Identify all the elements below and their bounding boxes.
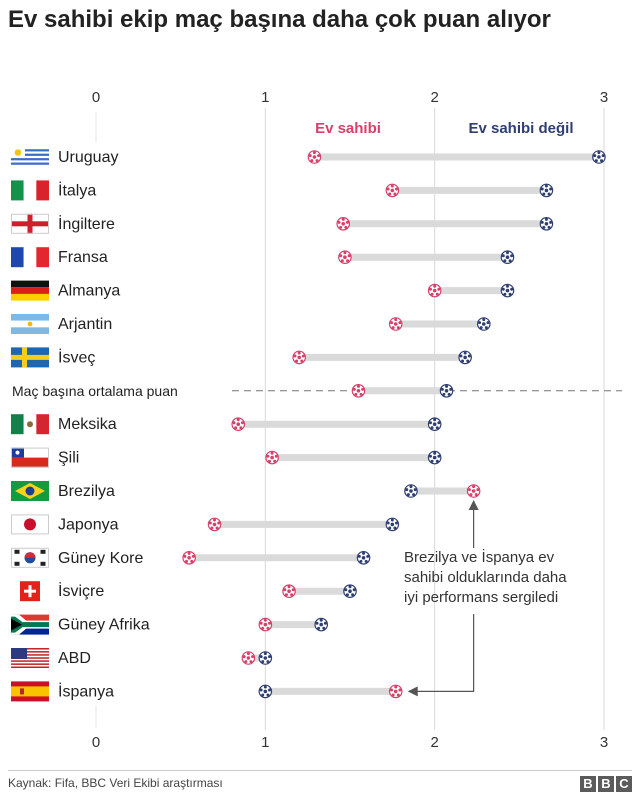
away-ball [439,383,454,398]
flag-mexico-icon [11,414,49,435]
away-ball [427,450,442,465]
country-label: Uruguay [58,149,118,166]
host-ball [282,584,296,598]
country-label: İsviçre [58,581,104,600]
host-ball [207,517,222,532]
annotation-arrowhead-left [407,686,418,697]
flag-germany-icon [11,280,49,301]
away-ball [314,617,329,632]
away-ball [258,651,273,665]
average-label: Maç başına ortalama puan [12,383,178,399]
flag-japan-icon [11,514,49,535]
country-label: İtalya [58,180,96,199]
flag-south-korea-icon [11,547,49,568]
bbc-logo-letter: B [580,776,596,792]
chart-title: Ev sahibi ekip maç başına daha çok puan … [8,6,551,33]
flag-uruguay-icon [11,147,49,167]
legend-host: Ev sahibi [315,120,381,137]
bbc-logo-letter: C [616,776,632,792]
host-ball [231,417,246,431]
dumbbell-chart: 0 0 1 1 2 2 3 3 Ev sahibi Ev sahibi değil Uruguay İ… [11,89,622,751]
host-ball [338,250,352,265]
annotation-arrow-left [413,614,475,693]
bbc-logo: B B C [580,776,632,792]
flag-brazil-icon [11,481,49,501]
annotation-text: sahibi olduklarında daha [404,569,567,586]
country-label: Meksika [58,416,117,433]
host-ball [307,150,322,164]
flag-argentina-icon [11,314,49,334]
away-ball [458,350,472,365]
away-ball [592,150,606,164]
country-label: Brezilya [58,483,115,500]
host-ball [182,550,196,565]
away-ball [343,584,357,598]
annotation-text: Brezilya ve İspanya ev [404,548,555,566]
x-tick-label-bottom: 1 [261,734,269,751]
host-ball [427,283,442,298]
annotation-arrowhead-up [468,500,479,510]
host-ball [351,383,366,398]
bbc-logo-letter: B [598,776,614,792]
host-ball [388,317,403,331]
country-label: Güney Afrika [58,617,150,634]
host-ball [265,450,279,465]
flag-south-africa-icon [11,614,49,635]
x-tick-label-top: 0 [92,89,100,106]
away-ball [385,517,400,532]
flag-italy-icon [11,180,49,201]
flag-spain-icon [11,681,49,702]
country-label: Şili [58,450,79,467]
away-ball [539,217,554,231]
x-tick-label-top: 3 [600,89,608,106]
host-ball [258,617,273,632]
away-ball [258,684,273,699]
country-label: Japonya [58,516,119,533]
country-label: Arjantin [58,316,112,333]
country-label: Almanya [58,283,120,300]
x-tick-label-bottom: 0 [92,734,100,751]
country-label: Güney Kore [58,550,143,567]
host-ball [241,651,256,665]
host-ball [388,684,403,699]
away-ball [427,417,442,431]
x-tick-label-top: 2 [430,89,438,106]
flag-france-icon [11,247,49,268]
legend-away: Ev sahibi değil [468,120,573,137]
host-ball [292,350,306,365]
country-label: İspanya [58,681,114,700]
away-ball [539,183,554,198]
x-tick-label-bottom: 3 [600,734,608,751]
x-tick-label-bottom: 2 [430,734,438,751]
away-ball [476,317,491,331]
host-ball [385,183,400,198]
country-label: Fransa [58,249,108,266]
host-ball [336,217,351,231]
flag-chile-icon [11,447,49,468]
away-ball [404,484,418,498]
host-ball [466,484,481,498]
source-note: Kaynak: Fifa, BBC Veri Ekibi araştırması [8,776,223,790]
flag-england-icon [11,213,49,234]
flag-usa-icon [11,648,49,668]
country-label: ABD [58,650,91,667]
country-label: İngiltere [58,214,115,233]
country-label: İsveç [58,347,95,366]
footer-divider [8,770,632,771]
flag-sweden-icon [11,347,49,368]
x-tick-label-top: 1 [261,89,269,106]
flag-switzerland-icon [11,581,49,602]
annotation-text: iyi performans sergiledi [404,589,558,606]
away-ball [500,250,515,265]
away-ball [500,283,515,298]
away-ball [356,550,371,565]
